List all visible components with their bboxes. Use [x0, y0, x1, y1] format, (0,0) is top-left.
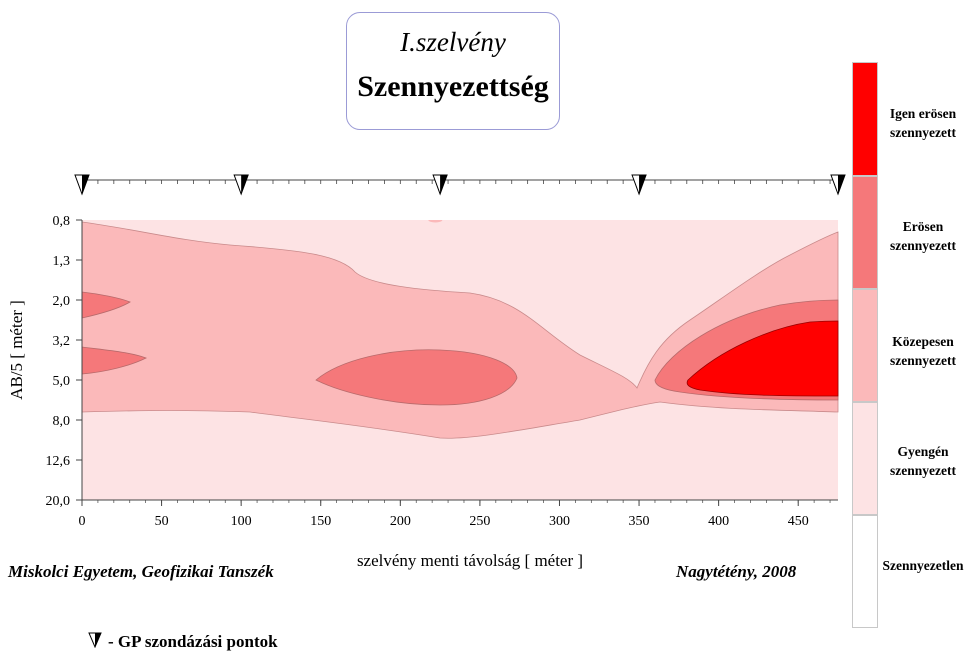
gp-marker [82, 175, 89, 194]
x-tick-label: 0 [79, 514, 86, 529]
y-tick-label: 1,3 [53, 254, 71, 269]
legend-label-very-high: Igen erösen szennyezett [880, 104, 966, 142]
legend-swatch-very-high [852, 62, 878, 176]
legend-label-medium-2: szennyezett [890, 353, 956, 368]
legend-label-none: Szennyezetlen [880, 556, 966, 575]
x-tick-label: 350 [629, 514, 650, 529]
gp-marker [838, 175, 845, 194]
gp-legend-label: - GP szondázási pontok [108, 632, 278, 651]
chart-title-line1: I.szelvény [400, 27, 506, 57]
legend-label-high-2: szennyezett [890, 238, 956, 253]
region-high-center [315, 349, 518, 406]
gp-marker-icon [88, 632, 102, 648]
gp-marker [241, 175, 249, 194]
region-medium [81, 221, 839, 439]
x-tick-label: 50 [155, 514, 169, 529]
x-tick-label: 200 [390, 514, 411, 529]
region-very-high [686, 320, 839, 397]
gp-marker [440, 175, 448, 194]
x-tick-label: 400 [708, 514, 729, 529]
x-tick-label: 250 [469, 514, 490, 529]
x-tick-label: 300 [549, 514, 570, 529]
x-tick-label: 100 [231, 514, 252, 529]
legend-label-low-2: szennyezett [890, 463, 956, 478]
legend-label-very-high-2: szennyezett [890, 125, 956, 140]
y-tick-label: 0,8 [53, 214, 71, 229]
legend-swatch-low [852, 402, 878, 515]
legend-label-none-1: Szennyezetlen [882, 558, 964, 573]
legend-label-medium: Közepesen szennyezett [880, 332, 966, 370]
legend-swatch-medium [852, 289, 878, 402]
legend-swatch-high [852, 176, 878, 289]
legend-label-low-1: Gyengén [897, 444, 949, 459]
x-tick-label: 150 [310, 514, 331, 529]
region-high-left-upper [81, 291, 131, 319]
y-tick-label: 5,0 [53, 374, 71, 389]
y-tick-label: 2,0 [53, 294, 71, 309]
plot-top-band [82, 212, 838, 220]
y-tick-label: 20,0 [46, 494, 71, 509]
gp-marker [639, 175, 647, 194]
institution-label: Miskolci Egyetem, Geofizikai Tanszék [8, 562, 274, 581]
legend-swatch-none [852, 515, 878, 628]
legend-label-medium-1: Közepesen [892, 334, 954, 349]
x-axis-label: szelvény menti távolság [ méter ] [357, 551, 583, 570]
color-legend [852, 62, 878, 628]
y-tick-label: 3,2 [53, 334, 71, 349]
x-tick-label: 450 [788, 514, 809, 529]
y-tick-label: 12,6 [46, 454, 71, 469]
legend-label-high-1: Erösen [902, 219, 944, 234]
legend-label-low: Gyengén szennyezett [880, 442, 966, 480]
legend-label-very-high-1: Igen erösen [889, 106, 957, 121]
chart-title-line2: Szennyezettség [357, 70, 549, 103]
y-axis-label: AB/5 [ méter ] [7, 300, 26, 400]
location-year-label: Nagytétény, 2008 [676, 562, 797, 581]
legend-label-high: Erösen szennyezett [880, 217, 966, 255]
y-tick-label: 8,0 [53, 414, 71, 429]
region-high-left-lower [81, 346, 148, 375]
title-box: I.szelvény Szennyezettség [346, 12, 560, 130]
